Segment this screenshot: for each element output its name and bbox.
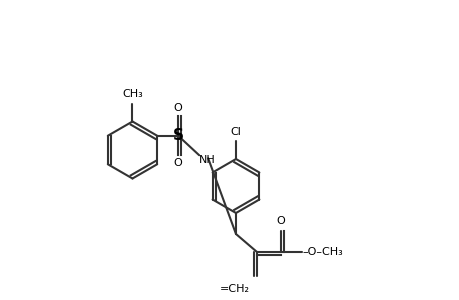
Text: O: O (174, 103, 182, 113)
Text: CH₃: CH₃ (122, 89, 143, 99)
Text: =CH₂: =CH₂ (219, 284, 249, 293)
Text: S: S (172, 128, 183, 143)
Text: Cl: Cl (230, 127, 241, 136)
Text: –O–CH₃: –O–CH₃ (302, 247, 342, 257)
Text: O: O (276, 217, 285, 226)
Text: O: O (174, 158, 182, 168)
Text: NH: NH (199, 155, 215, 165)
